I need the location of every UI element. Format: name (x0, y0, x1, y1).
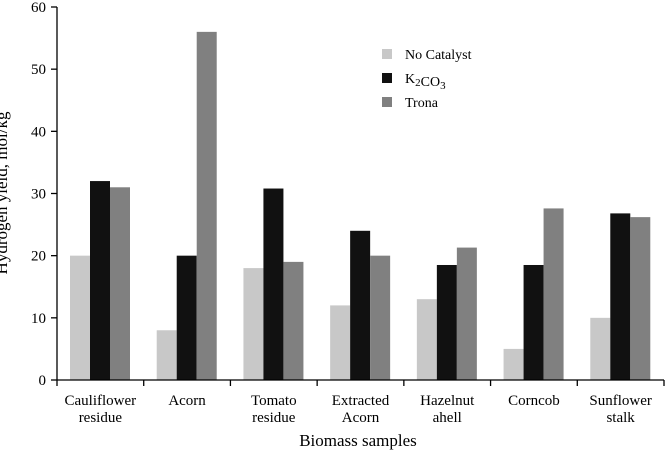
bar-trona-3 (370, 255, 391, 380)
bar-k2co3-6 (610, 213, 631, 380)
bar-trona-1 (196, 31, 217, 380)
y-tick-label: 60 (31, 0, 46, 16)
bar-trona-6 (630, 217, 651, 380)
x-axis: Cauliflower residue Acorn Tomato residue Extr… (56, 379, 665, 426)
y-tick-label: 20 (31, 249, 46, 265)
bar-no-catalyst-6 (590, 317, 611, 380)
y-tick-label: 30 (31, 187, 46, 203)
bar-trona-5 (543, 208, 564, 380)
bar-no-catalyst-2 (243, 268, 264, 380)
bar-no-catalyst-3 (330, 305, 351, 380)
bar-k2co3-4 (436, 264, 457, 380)
bar-no-catalyst-1 (156, 330, 177, 380)
x-category-label: Cauliflower residue (65, 393, 137, 426)
legend-label: K2CO3 (405, 72, 446, 92)
legend: No Catalyst K2CO3 Trona (382, 48, 472, 111)
bar-trona-0 (110, 187, 130, 380)
legend-swatch (382, 73, 392, 83)
x-category-label: Sunflower stalk (589, 393, 652, 426)
bar-trona-4 (456, 247, 477, 380)
bar-k2co3-0 (90, 181, 110, 380)
x-axis-title: Biomass samples (299, 431, 417, 450)
x-category-label: Corncob (508, 393, 560, 409)
bar-k2co3-1 (176, 255, 197, 380)
legend-swatch (382, 49, 392, 59)
bar-k2co3-5 (523, 264, 544, 380)
x-category-label: Tomato residue (251, 393, 297, 426)
y-tick-label: 10 (31, 311, 46, 327)
bar-trona-2 (283, 261, 304, 380)
bar-k2co3-3 (350, 230, 371, 380)
y-axis-title: Hydrogen yield, mol/kg (0, 111, 11, 274)
x-category-label: Acorn (168, 393, 206, 409)
y-tick-label: 40 (31, 124, 46, 140)
y-axis: 0 10 20 30 40 50 60 (31, 0, 58, 389)
plot-area (70, 31, 651, 380)
y-tick-label: 50 (31, 62, 46, 78)
bar-k2co3-2 (263, 188, 284, 380)
legend-label: Trona (405, 96, 439, 111)
y-tick-label: 0 (39, 373, 47, 389)
bar-no-catalyst-5 (503, 348, 524, 380)
legend-swatch (382, 97, 392, 107)
bar-no-catalyst-4 (416, 299, 437, 380)
bar-no-catalyst-0 (70, 255, 90, 380)
legend-label: No Catalyst (405, 48, 472, 63)
x-category-label: Hazelnut ahell (420, 393, 475, 426)
x-category-label: Extracted Acorn (332, 393, 390, 426)
